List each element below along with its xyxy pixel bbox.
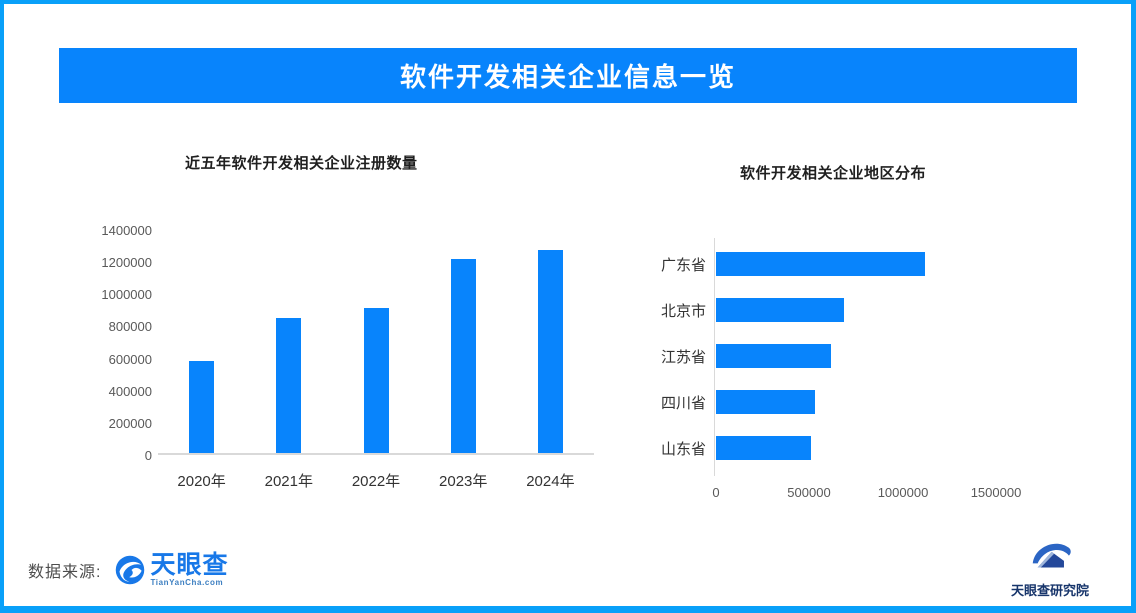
bar-slot (507, 230, 594, 453)
x-axis-tick-label: 1000000 (877, 485, 929, 500)
bar (189, 361, 215, 453)
bar (716, 298, 844, 322)
region-chart-x-axis: 0 500000 1000000 1500000 (712, 485, 1066, 505)
x-axis-tick-label: 2022年 (351, 473, 401, 490)
research-institute-logo: 天眼查研究院 (1000, 536, 1100, 599)
y-axis-tick-label: 0 (144, 448, 152, 463)
x-axis-tick-label: 1500000 (970, 485, 1022, 500)
y-axis-tick-label: 1200000 (101, 255, 152, 271)
bar-slot (158, 230, 245, 453)
bar-row: 江苏省 (646, 333, 1066, 379)
x-axis-tick-label: 2024年 (526, 473, 575, 490)
category-label: 四川省 (660, 394, 706, 412)
bar-row: 山东省 (646, 425, 1066, 471)
bar-row: 四川省 (646, 379, 1066, 425)
bar (276, 318, 302, 453)
research-institute-name: 天眼查研究院 (1010, 583, 1089, 598)
bar (716, 390, 815, 414)
y-axis-tick-label: 400000 (108, 383, 152, 399)
region-bar-chart: 广东省北京市江苏省四川省山东省 0 500000 1000000 1500000 (646, 238, 1066, 505)
bar-slot (420, 230, 507, 453)
category-label: 江苏省 (660, 348, 706, 366)
bar-track (714, 436, 1066, 460)
bar-track (714, 252, 1066, 276)
bar (716, 252, 925, 276)
bar-slot (245, 230, 332, 453)
x-axis-tick-label: 500000 (787, 485, 831, 500)
y-axis-tick-label: 1000000 (101, 287, 152, 303)
tianyancha-eye-icon (116, 555, 145, 585)
registration-chart-plot-area (158, 230, 594, 455)
y-axis-tick-label: 600000 (108, 351, 152, 367)
bar (363, 308, 389, 453)
bar-slot (332, 230, 419, 453)
tianyancha-logo: 天眼查 TianYanCha.com (115, 553, 228, 587)
registration-chart-y-axis: 1400000 1200000 1000000 800000 600000 400000 2… (92, 223, 158, 463)
registration-chart-x-axis: 2020年 2021年 2022年 2023年 2024年 (158, 470, 594, 491)
bar-track (714, 344, 1066, 368)
registration-bar-chart: 1400000 1200000 1000000 800000 600000 400000 2… (92, 223, 604, 491)
bar (450, 259, 476, 453)
bar-row: 北京市 (646, 287, 1066, 333)
region-chart-axis-line (714, 238, 715, 476)
research-institute-icon (1032, 543, 1071, 568)
registration-chart-title: 近五年软件开发相关企业注册数量 (185, 155, 418, 172)
bar (716, 436, 811, 460)
bar (537, 250, 563, 453)
category-label: 北京市 (660, 302, 706, 320)
category-label: 山东省 (660, 440, 706, 458)
bar-track (714, 298, 1066, 322)
header-banner: 软件开发相关企业信息一览 (59, 48, 1077, 103)
bar-row: 广东省 (646, 241, 1066, 287)
bar-track (714, 390, 1066, 414)
x-axis-tick-label: 2020年 (177, 473, 226, 490)
y-axis-tick-label: 200000 (108, 415, 152, 431)
bar (716, 344, 831, 368)
data-source-label: 数据来源: (28, 564, 102, 581)
y-axis-tick-label: 800000 (108, 319, 152, 335)
x-axis-tick-label: 0 (712, 485, 720, 500)
y-axis-tick-label: 1400000 (101, 223, 152, 238)
category-label: 广东省 (660, 256, 706, 274)
region-chart-title: 软件开发相关企业地区分布 (740, 165, 927, 182)
region-chart-plot-area: 广东省北京市江苏省四川省山东省 (646, 238, 1066, 476)
data-source: 数据来源: 天眼查 TianYanCha.com (28, 553, 228, 587)
x-axis-tick-label: 2021年 (264, 473, 313, 490)
page-title: 软件开发相关企业信息一览 (399, 62, 736, 92)
tianyancha-domain: TianYanCha.com (150, 578, 224, 587)
tianyancha-wordmark: 天眼查 TianYanCha.com (150, 553, 228, 587)
x-axis-tick-label: 2023年 (439, 473, 488, 490)
tianyancha-name: 天眼查 (150, 551, 229, 579)
